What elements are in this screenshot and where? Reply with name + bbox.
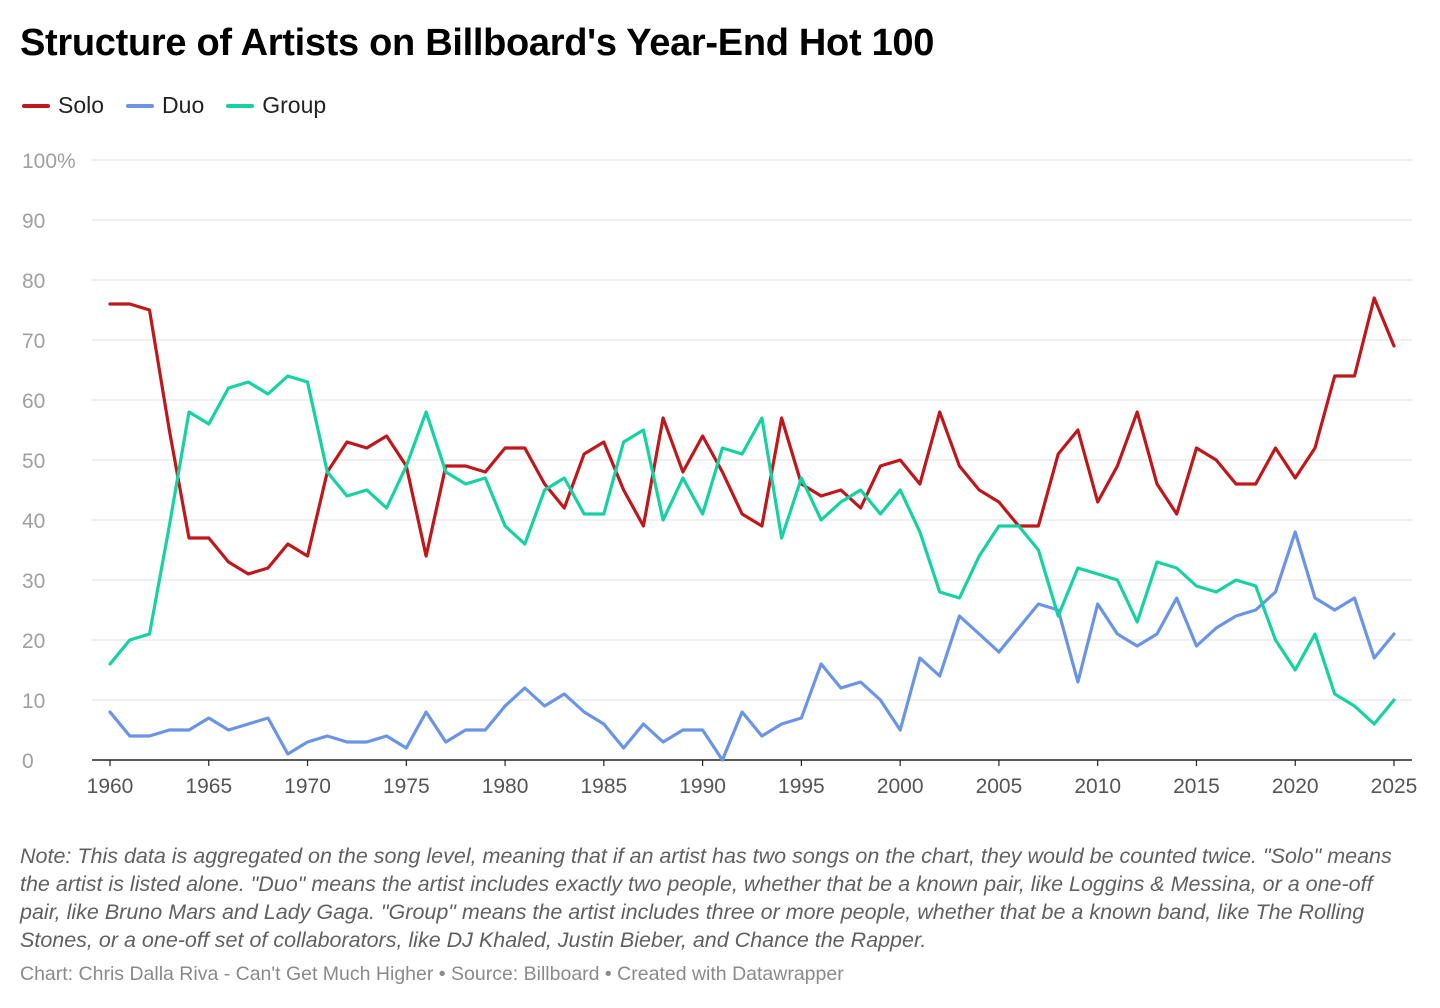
x-tick-label: 2010 xyxy=(1074,775,1121,798)
y-tick-label: 40 xyxy=(22,510,45,533)
legend-label-solo: Solo xyxy=(58,92,105,118)
x-tick-label: 2015 xyxy=(1173,775,1220,798)
chart-credits: Chart: Chris Dalla Riva - Can't Get Much… xyxy=(20,963,844,985)
legend-item-group: Group xyxy=(226,92,326,119)
y-tick-label: 10 xyxy=(22,690,45,713)
series-line-group xyxy=(108,374,1396,726)
chart-note: Note: This data is aggregated on the son… xyxy=(20,844,1392,952)
legend-item-duo: Duo xyxy=(126,92,204,119)
y-tick-label: 70 xyxy=(22,330,45,353)
series-line-duo xyxy=(108,530,1396,762)
x-tick-label: 2005 xyxy=(976,775,1023,798)
chart-title: Structure of Artists on Billboard's Year… xyxy=(20,22,935,64)
legend-swatch-duo xyxy=(126,103,155,108)
x-tick-label: 1970 xyxy=(284,775,331,798)
series-line-solo xyxy=(108,296,1396,576)
legend-swatch-group xyxy=(226,103,255,108)
legend: Solo Duo Group xyxy=(22,92,326,119)
legend-label-group: Group xyxy=(262,92,327,118)
x-tick-label: 1980 xyxy=(482,775,529,798)
x-tick-label: 1995 xyxy=(778,775,825,798)
x-tick-label: 2000 xyxy=(877,775,924,798)
y-tick-label: 100% xyxy=(22,150,76,173)
x-tick-label: 1965 xyxy=(185,775,232,798)
legend-swatch-solo xyxy=(22,103,50,108)
x-tick-label: 1960 xyxy=(87,775,134,798)
x-tick-label: 1990 xyxy=(679,775,726,798)
x-tick-label: 2020 xyxy=(1272,775,1319,798)
legend-item-solo: Solo xyxy=(22,92,104,119)
line-chart: 0 10 20 30 40 50 60 70 80 90 100% 1960 1965 1970 1975 1… xyxy=(22,150,1418,798)
y-tick-label: 50 xyxy=(22,450,45,473)
y-tick-label: 90 xyxy=(22,210,45,233)
y-tick-label: 80 xyxy=(22,270,45,293)
y-tick-label: 20 xyxy=(22,630,45,653)
legend-label-duo: Duo xyxy=(162,92,205,118)
x-tick-label: 1975 xyxy=(383,775,430,798)
y-tick-label: 30 xyxy=(22,570,45,593)
x-tick-label: 2025 xyxy=(1371,775,1418,798)
x-tick-label: 1985 xyxy=(580,775,627,798)
y-tick-label: 60 xyxy=(22,390,45,413)
y-tick-label: 0 xyxy=(22,750,34,773)
